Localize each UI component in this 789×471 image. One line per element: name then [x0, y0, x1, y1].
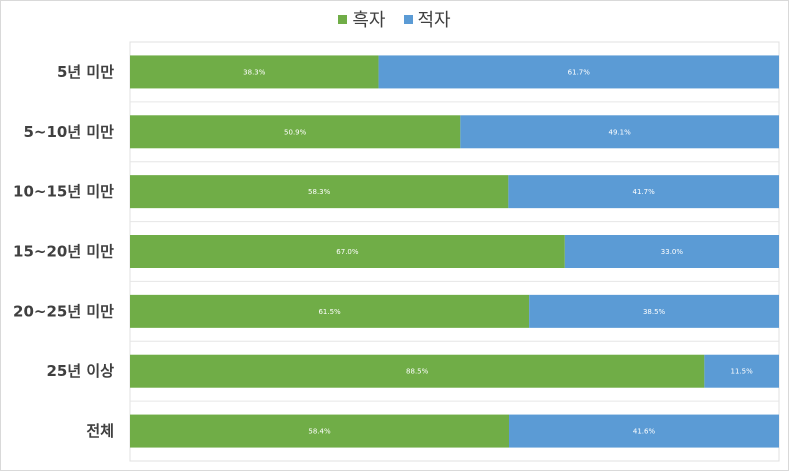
category-label: 20~25년 미만 [13, 302, 114, 320]
legend: 흑자 적자 [0, 6, 789, 32]
legend-label-surplus: 흑자 [352, 10, 386, 31]
data-label: 67.0% [336, 248, 359, 256]
bar-deficit [460, 115, 779, 149]
category-label: 25년 이상 [47, 362, 115, 380]
data-label: 38.3% [243, 68, 266, 76]
data-label: 88.5% [406, 368, 429, 376]
category-label: 5년 미만 [57, 63, 114, 81]
category-label: 전체 [86, 422, 114, 440]
data-label: 61.5% [318, 308, 341, 316]
legend-label-deficit: 적자 [417, 10, 451, 31]
bar-surplus [130, 235, 565, 268]
bar-deficit [378, 55, 779, 89]
data-label: 58.4% [308, 428, 331, 436]
bar-deficit [564, 235, 779, 268]
data-label: 33.0% [661, 248, 684, 256]
category-label: 5~10년 미만 [23, 123, 114, 141]
bar-deficit [704, 354, 779, 388]
category-label: 15~20년 미만 [13, 243, 114, 261]
legend-swatch-deficit [403, 14, 413, 24]
data-label: 38.5% [643, 308, 666, 316]
data-label: 41.7% [633, 188, 656, 196]
data-label: 50.9% [284, 128, 307, 136]
bar-surplus [130, 414, 510, 448]
data-label: 11.5% [731, 368, 754, 376]
bar-surplus [130, 354, 705, 388]
bar-surplus [130, 175, 509, 209]
legend-item-deficit: 적자 [403, 6, 451, 32]
data-label: 49.1% [609, 128, 632, 136]
legend-swatch-surplus [338, 14, 348, 24]
category-label: 10~15년 미만 [13, 183, 114, 201]
bar-surplus [130, 294, 530, 328]
bar-deficit [529, 294, 779, 328]
bar-deficit [509, 414, 779, 448]
bar-surplus [130, 55, 379, 89]
bar-deficit [508, 175, 779, 209]
data-label: 41.6% [633, 428, 656, 436]
bar-surplus [130, 115, 461, 149]
data-label: 61.7% [568, 68, 591, 76]
data-label: 58.3% [308, 188, 331, 196]
legend-item-surplus: 흑자 [338, 6, 386, 32]
